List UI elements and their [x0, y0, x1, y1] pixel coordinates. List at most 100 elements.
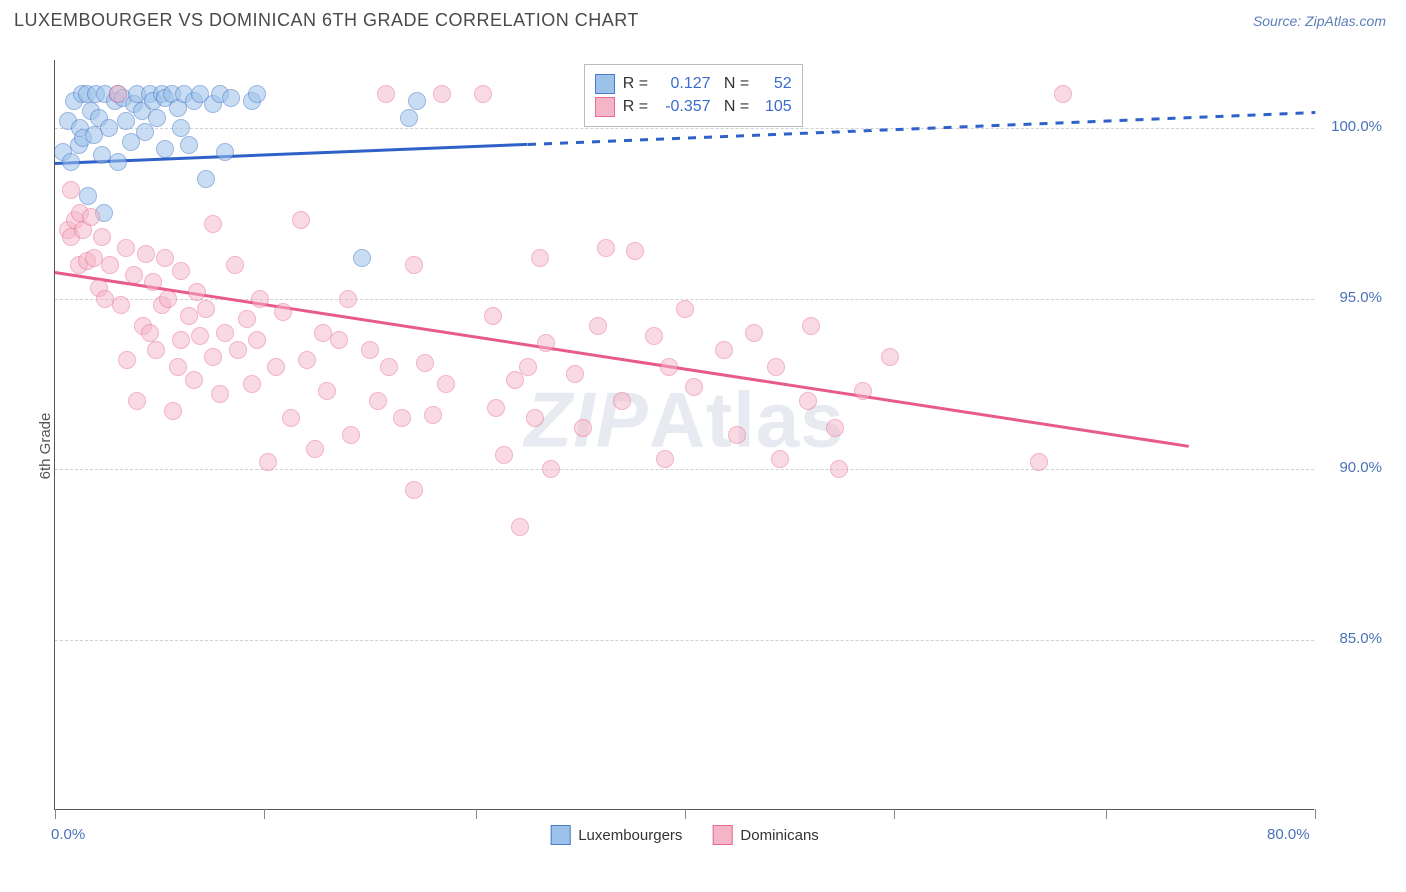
data-point [745, 324, 763, 342]
data-point [474, 85, 492, 103]
data-point [330, 331, 348, 349]
stats-legend: R = 0.127 N = 52 R = -0.357 N = 105 [584, 64, 803, 127]
data-point [487, 399, 505, 417]
legend-swatch [712, 825, 732, 845]
data-point [156, 249, 174, 267]
data-point [204, 348, 222, 366]
data-point [204, 215, 222, 233]
data-point [361, 341, 379, 359]
data-point [251, 290, 269, 308]
data-point [100, 119, 118, 137]
data-point [537, 334, 555, 352]
x-tick [1106, 809, 1107, 819]
legend-swatch [595, 74, 615, 94]
data-point [169, 358, 187, 376]
data-point [589, 317, 607, 335]
data-point [172, 262, 190, 280]
x-tick-label: 80.0% [1267, 826, 1310, 843]
data-point [216, 143, 234, 161]
data-point [222, 89, 240, 107]
data-point [339, 290, 357, 308]
data-point [715, 341, 733, 359]
data-point [148, 109, 166, 127]
data-point [156, 140, 174, 158]
scatter-chart: ZIPAtlas 85.0%90.0%95.0%100.0%0.0%80.0%R… [54, 60, 1314, 810]
data-point [597, 239, 615, 257]
source-attribution: Source: ZipAtlas.com [1253, 13, 1386, 29]
data-point [656, 450, 674, 468]
data-point [197, 300, 215, 318]
data-point [197, 170, 215, 188]
data-point [164, 402, 182, 420]
series-legend: Luxembourgers Dominicans [550, 825, 819, 845]
data-point [526, 409, 544, 427]
data-point [377, 85, 395, 103]
data-point [259, 453, 277, 471]
data-point [101, 256, 119, 274]
stats-row: R = 0.127 N = 52 [595, 74, 792, 94]
data-point [118, 351, 136, 369]
y-axis-title: 6th Grade [37, 413, 54, 480]
data-point [62, 153, 80, 171]
data-point [93, 228, 111, 246]
legend-label: Dominicans [740, 827, 818, 844]
data-point [416, 354, 434, 372]
data-point [433, 85, 451, 103]
data-point [380, 358, 398, 376]
data-point [79, 187, 97, 205]
data-point [318, 382, 336, 400]
stats-text: R = -0.357 N = 105 [623, 98, 792, 116]
data-point [1054, 85, 1072, 103]
data-point [854, 382, 872, 400]
x-tick [894, 809, 895, 819]
y-tick-label: 95.0% [1339, 289, 1382, 306]
data-point [306, 440, 324, 458]
data-point [180, 136, 198, 154]
data-point [626, 242, 644, 260]
x-tick [685, 809, 686, 819]
data-point [229, 341, 247, 359]
data-point [830, 460, 848, 478]
data-point [216, 324, 234, 342]
data-point [645, 327, 663, 345]
data-point [660, 358, 678, 376]
data-point [1030, 453, 1048, 471]
x-tick [476, 809, 477, 819]
header: LUXEMBOURGER VS DOMINICAN 6TH GRADE CORR… [0, 0, 1406, 39]
data-point [799, 392, 817, 410]
data-point [226, 256, 244, 274]
gridline [55, 469, 1314, 470]
gridline [55, 640, 1314, 641]
data-point [405, 256, 423, 274]
data-point [248, 85, 266, 103]
data-point [159, 290, 177, 308]
data-point [574, 419, 592, 437]
legend-swatch [550, 825, 570, 845]
data-point [282, 409, 300, 427]
data-point [566, 365, 584, 383]
data-point [393, 409, 411, 427]
stats-row: R = -0.357 N = 105 [595, 97, 792, 117]
data-point [802, 317, 820, 335]
data-point [109, 85, 127, 103]
data-point [62, 181, 80, 199]
x-tick [264, 809, 265, 819]
data-point [767, 358, 785, 376]
data-point [117, 239, 135, 257]
data-point [531, 249, 549, 267]
y-tick-label: 85.0% [1339, 630, 1382, 647]
data-point [400, 109, 418, 127]
data-point [292, 211, 310, 229]
gridline [55, 128, 1314, 129]
x-tick [55, 809, 56, 819]
y-tick-label: 90.0% [1339, 459, 1382, 476]
data-point [185, 371, 203, 389]
data-point [676, 300, 694, 318]
data-point [191, 327, 209, 345]
data-point [542, 460, 560, 478]
legend-label: Luxembourgers [578, 827, 682, 844]
data-point [511, 518, 529, 536]
legend-item: Luxembourgers [550, 825, 682, 845]
data-point [112, 296, 130, 314]
data-point [685, 378, 703, 396]
